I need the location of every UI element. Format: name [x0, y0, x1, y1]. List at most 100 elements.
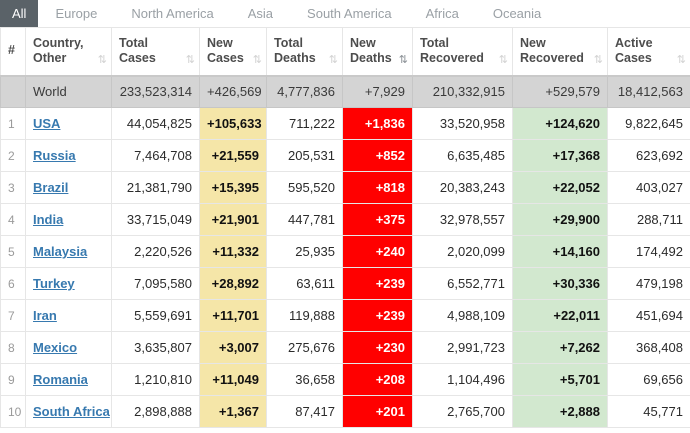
country-link[interactable]: India [33, 212, 64, 227]
tab-africa[interactable]: Africa [409, 0, 476, 27]
total-recovered-cell: 2,991,723 [412, 331, 513, 364]
tab-oceania[interactable]: Oceania [476, 0, 558, 27]
tab-label: Asia [247, 6, 274, 21]
total-recovered-cell: 32,978,557 [412, 203, 513, 236]
tab-all[interactable]: All [0, 0, 39, 27]
table-row: 3 Brazil 21,381,790 +15,395 595,520 +818… [0, 171, 690, 204]
table-body: World 233,523,314 +426,569 4,777,836 +7,… [0, 75, 690, 428]
total-recovered-cell: 33,520,958 [412, 107, 513, 140]
column-header-line2: Cases [615, 51, 652, 66]
total-deaths-cell: 4,777,836 [266, 75, 343, 108]
country-link[interactable]: Romania [33, 372, 88, 387]
column-header-line2: Other [33, 51, 67, 66]
active-cases-cell: 451,694 [607, 299, 690, 332]
table-row: 7 Iran 5,559,691 +11,701 119,888 +239 4,… [0, 299, 690, 332]
new-deaths-cell: +239 [342, 299, 413, 332]
column-header[interactable]: Total Deaths ⇅ [266, 27, 343, 77]
continent-tabbar: All Europe North America Asia South Amer… [0, 0, 690, 27]
column-header-line1: New [350, 35, 376, 50]
country-link[interactable]: Turkey [33, 276, 75, 291]
country-link[interactable]: Russia [33, 148, 76, 163]
column-header[interactable]: New Recovered ⇅ [512, 27, 608, 77]
table-row: 6 Turkey 7,095,580 +28,892 63,611 +239 6… [0, 267, 690, 300]
new-deaths-cell: +375 [342, 203, 413, 236]
total-deaths-cell: 63,611 [266, 267, 343, 300]
country-cell: Iran [25, 299, 112, 332]
column-header-line1: # [8, 43, 15, 58]
new-recovered-cell: +22,011 [512, 299, 608, 332]
rank-cell: 1 [0, 107, 26, 140]
tab-label: Europe [55, 6, 98, 21]
new-recovered-cell: +22,052 [512, 171, 608, 204]
tab-south-america[interactable]: South America [290, 0, 409, 27]
tab-europe[interactable]: Europe [38, 0, 114, 27]
total-deaths-cell: 87,417 [266, 395, 343, 428]
total-cases-cell: 7,464,708 [111, 139, 200, 172]
sort-icon[interactable]: ⇅ [252, 53, 262, 66]
country-link[interactable]: South Africa [33, 404, 110, 419]
sort-icon[interactable]: ⇅ [498, 53, 508, 66]
sort-icon[interactable]: ⇅ [398, 53, 408, 66]
total-recovered-cell: 210,332,915 [412, 75, 513, 108]
column-header-line1: Country, [33, 35, 84, 50]
sort-icon[interactable]: ⇅ [97, 53, 107, 66]
new-recovered-cell: +2,888 [512, 395, 608, 428]
column-header-line2: Cases [119, 51, 156, 66]
tab-asia[interactable]: Asia [231, 0, 290, 27]
table-row: 4 India 33,715,049 +21,901 447,781 +375 … [0, 203, 690, 236]
country-cell: Mexico [25, 331, 112, 364]
column-header-line1: New [520, 35, 546, 50]
sort-icon[interactable]: ⇅ [328, 53, 338, 66]
sort-icon[interactable]: ⇅ [676, 53, 686, 66]
tab-north-america[interactable]: North America [114, 0, 230, 27]
new-cases-cell: +3,007 [199, 331, 267, 364]
column-header[interactable]: Total Recovered ⇅ [412, 27, 513, 77]
column-header[interactable]: # [0, 27, 26, 77]
country-cell: Malaysia [25, 235, 112, 268]
column-header[interactable]: Country, Other ⇅ [25, 27, 112, 77]
new-deaths-cell: +208 [342, 363, 413, 396]
total-deaths-cell: 119,888 [266, 299, 343, 332]
sort-icon[interactable]: ⇅ [185, 53, 195, 66]
active-cases-cell: 288,711 [607, 203, 690, 236]
new-recovered-cell: +7,262 [512, 331, 608, 364]
new-deaths-cell: +818 [342, 171, 413, 204]
new-deaths-cell: +230 [342, 331, 413, 364]
country-link[interactable]: Brazil [33, 180, 69, 195]
column-header[interactable]: Active Cases ⇅ [607, 27, 690, 77]
total-recovered-cell: 1,104,496 [412, 363, 513, 396]
new-deaths-cell: +7,929 [342, 75, 413, 108]
world-row: World 233,523,314 +426,569 4,777,836 +7,… [0, 75, 690, 108]
column-header-line1: Active [615, 35, 653, 50]
new-cases-cell: +11,701 [199, 299, 267, 332]
total-cases-cell: 21,381,790 [111, 171, 200, 204]
new-deaths-cell: +240 [342, 235, 413, 268]
new-cases-cell: +1,367 [199, 395, 267, 428]
sort-icon[interactable]: ⇅ [593, 53, 603, 66]
country-link[interactable]: Iran [33, 308, 57, 323]
new-recovered-cell: +5,701 [512, 363, 608, 396]
column-header-line1: Total [119, 35, 148, 50]
tab-label: Africa [425, 6, 459, 21]
total-recovered-cell: 4,988,109 [412, 299, 513, 332]
total-cases-cell: 44,054,825 [111, 107, 200, 140]
column-header-line1: Total [420, 35, 449, 50]
new-recovered-cell: +17,368 [512, 139, 608, 172]
column-header[interactable]: Total Cases ⇅ [111, 27, 200, 77]
total-cases-cell: 2,898,888 [111, 395, 200, 428]
table-row: 9 Romania 1,210,810 +11,049 36,658 +208 … [0, 363, 690, 396]
column-header[interactable]: New Deaths ⇅ [342, 27, 413, 77]
rank-cell: 3 [0, 171, 26, 204]
country-link[interactable]: USA [33, 116, 61, 131]
new-deaths-cell: +201 [342, 395, 413, 428]
country-link[interactable]: Mexico [33, 340, 78, 355]
column-header[interactable]: New Cases ⇅ [199, 27, 267, 77]
country-cell: Turkey [25, 267, 112, 300]
tab-label: North America [131, 6, 214, 21]
active-cases-cell: 69,656 [607, 363, 690, 396]
country-link[interactable]: Malaysia [33, 244, 88, 259]
total-cases-cell: 33,715,049 [111, 203, 200, 236]
country-cell: India [25, 203, 112, 236]
active-cases-cell: 623,692 [607, 139, 690, 172]
country-cell: Russia [25, 139, 112, 172]
